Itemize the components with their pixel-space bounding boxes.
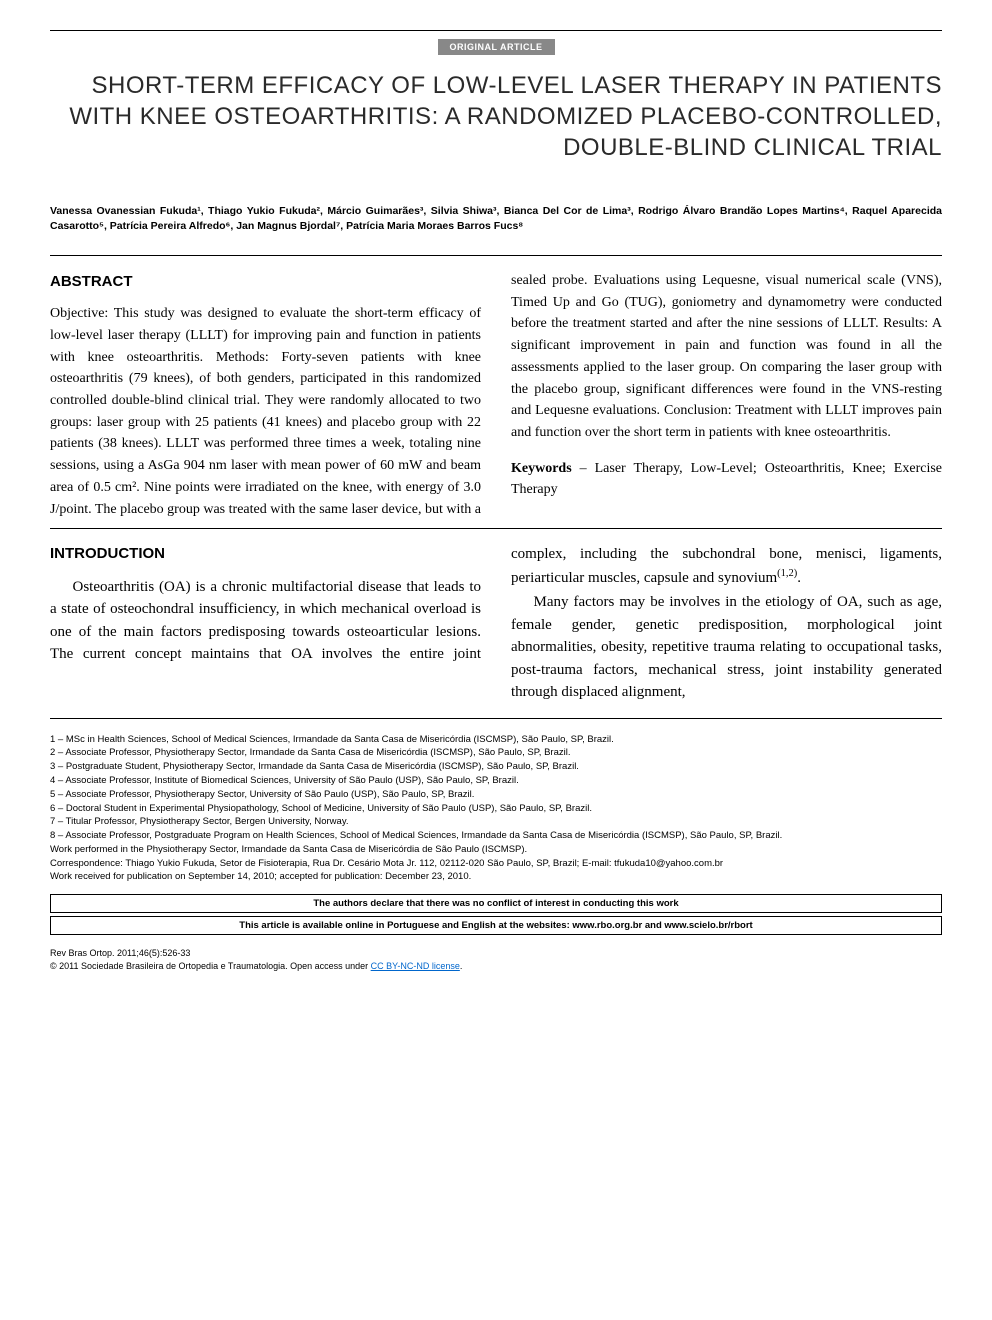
article-title: SHORT-TERM EFFICACY OF LOW-LEVEL LASER T… bbox=[50, 70, 942, 164]
affiliation-line: 6 – Doctoral Student in Experimental Phy… bbox=[50, 802, 942, 816]
affiliation-line: 3 – Postgraduate Student, Physiotherapy … bbox=[50, 760, 942, 774]
affiliations-block: 1 – MSc in Health Sciences, School of Me… bbox=[50, 733, 942, 884]
copyright-line: © 2011 Sociedade Brasileira de Ortopedia… bbox=[50, 960, 942, 973]
introduction-heading: INTRODUCTION bbox=[50, 543, 481, 566]
affiliation-line: 7 – Titular Professor, Physiotherapy Sec… bbox=[50, 815, 942, 829]
intro-p1-ref: (1,2) bbox=[777, 568, 797, 579]
availability-box: This article is available online in Port… bbox=[50, 916, 942, 935]
conflict-statement-box: The authors declare that there was no co… bbox=[50, 894, 942, 913]
affiliation-line: 4 – Associate Professor, Institute of Bi… bbox=[50, 774, 942, 788]
keywords-label: Keywords bbox=[511, 461, 572, 476]
affiliation-line: Correspondence: Thiago Yukio Fukuda, Set… bbox=[50, 857, 942, 871]
affiliation-line: 8 – Associate Professor, Postgraduate Pr… bbox=[50, 829, 942, 843]
keywords-text: – Laser Therapy, Low-Level; Osteoarthrit… bbox=[511, 461, 942, 497]
copyright-text: © 2011 Sociedade Brasileira de Ortopedia… bbox=[50, 961, 371, 971]
affiliation-line: 5 – Associate Professor, Physiotherapy S… bbox=[50, 788, 942, 802]
license-link[interactable]: CC BY-NC-ND license bbox=[371, 961, 460, 971]
top-rule bbox=[50, 30, 942, 31]
affiliation-line: 2 – Associate Professor, Physiotherapy S… bbox=[50, 746, 942, 760]
publication-info: Rev Bras Ortop. 2011;46(5):526-33 © 2011… bbox=[50, 947, 942, 972]
affiliation-line: Work received for publication on Septemb… bbox=[50, 870, 942, 884]
intro-paragraph-2: Many factors may be involves in the etio… bbox=[511, 591, 942, 704]
introduction-section: INTRODUCTION Osteoarthritis (OA) is a ch… bbox=[50, 543, 942, 704]
journal-citation: Rev Bras Ortop. 2011;46(5):526-33 bbox=[50, 947, 942, 960]
abstract-heading: ABSTRACT bbox=[50, 270, 481, 293]
article-type-badge: ORIGINAL ARTICLE bbox=[438, 39, 555, 55]
rule-before-affiliations bbox=[50, 718, 942, 719]
footer-boxes: The authors declare that there was no co… bbox=[50, 894, 942, 935]
authors-list: Vanessa Ovanessian Fukuda¹, Thiago Yukio… bbox=[50, 204, 942, 236]
keywords-block: Keywords – Laser Therapy, Low-Level; Ost… bbox=[511, 458, 942, 500]
badge-row: ORIGINAL ARTICLE bbox=[50, 37, 942, 55]
affiliation-line: Work performed in the Physiotherapy Sect… bbox=[50, 843, 942, 857]
rule-before-intro bbox=[50, 528, 942, 529]
abstract-section: ABSTRACT Objective: This study was desig… bbox=[50, 270, 942, 520]
affiliation-line: 1 – MSc in Health Sciences, School of Me… bbox=[50, 733, 942, 747]
rule-before-abstract bbox=[50, 255, 942, 256]
